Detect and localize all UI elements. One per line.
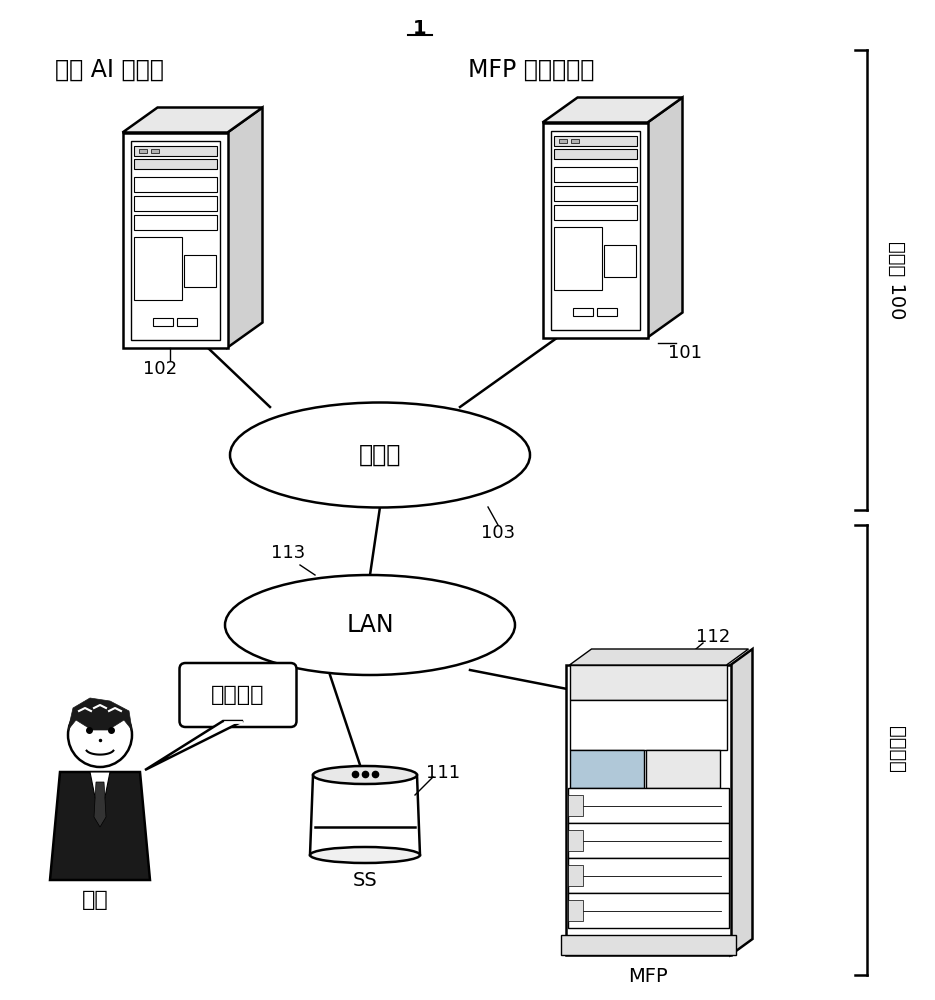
Text: 用户系统: 用户系统 <box>887 726 907 774</box>
FancyBboxPatch shape <box>551 130 640 330</box>
FancyBboxPatch shape <box>569 665 726 700</box>
FancyBboxPatch shape <box>134 158 217 168</box>
Polygon shape <box>310 775 420 855</box>
Circle shape <box>68 703 132 767</box>
FancyBboxPatch shape <box>134 215 217 230</box>
FancyBboxPatch shape <box>138 148 147 152</box>
Text: 云系统 100: 云系统 100 <box>887 241 907 319</box>
Text: MFP 控制服务器: MFP 控制服务器 <box>468 58 595 82</box>
Text: 进行复印: 进行复印 <box>211 685 265 705</box>
Ellipse shape <box>310 847 420 863</box>
Text: 113: 113 <box>271 544 305 562</box>
FancyBboxPatch shape <box>153 318 173 326</box>
FancyBboxPatch shape <box>554 186 637 200</box>
FancyBboxPatch shape <box>568 823 728 858</box>
FancyBboxPatch shape <box>131 140 220 340</box>
FancyBboxPatch shape <box>558 138 567 142</box>
FancyBboxPatch shape <box>134 236 182 300</box>
Polygon shape <box>730 649 753 955</box>
FancyBboxPatch shape <box>568 858 728 893</box>
FancyBboxPatch shape <box>560 935 736 955</box>
FancyBboxPatch shape <box>568 830 583 851</box>
FancyBboxPatch shape <box>184 255 216 287</box>
Polygon shape <box>145 721 243 770</box>
Polygon shape <box>227 107 263 348</box>
Text: 103: 103 <box>481 524 515 542</box>
Ellipse shape <box>230 402 530 508</box>
Polygon shape <box>542 122 648 338</box>
Text: 101: 101 <box>669 344 702 361</box>
Polygon shape <box>122 107 263 132</box>
FancyBboxPatch shape <box>180 663 296 727</box>
Ellipse shape <box>313 766 417 784</box>
Polygon shape <box>542 98 683 122</box>
FancyBboxPatch shape <box>568 795 583 816</box>
Text: 用户: 用户 <box>81 890 108 910</box>
FancyBboxPatch shape <box>554 166 637 182</box>
FancyBboxPatch shape <box>134 176 217 192</box>
FancyBboxPatch shape <box>554 135 637 145</box>
Text: SS: SS <box>352 870 378 890</box>
Text: 111: 111 <box>426 764 460 782</box>
Polygon shape <box>122 132 227 348</box>
FancyBboxPatch shape <box>554 148 637 158</box>
FancyBboxPatch shape <box>646 750 720 788</box>
Ellipse shape <box>225 575 515 675</box>
Text: 因特网: 因特网 <box>359 443 401 467</box>
Polygon shape <box>566 665 730 955</box>
Polygon shape <box>648 98 683 338</box>
Polygon shape <box>68 698 132 730</box>
Text: 102: 102 <box>143 360 177 378</box>
Text: LAN: LAN <box>346 613 394 637</box>
FancyBboxPatch shape <box>568 900 583 921</box>
FancyBboxPatch shape <box>573 308 593 316</box>
Polygon shape <box>94 782 106 827</box>
FancyBboxPatch shape <box>134 196 217 211</box>
Text: MFP: MFP <box>628 968 668 986</box>
Text: 1: 1 <box>413 18 426 37</box>
FancyBboxPatch shape <box>569 700 726 750</box>
FancyBboxPatch shape <box>151 148 159 152</box>
FancyBboxPatch shape <box>604 245 636 277</box>
FancyBboxPatch shape <box>569 750 644 788</box>
FancyBboxPatch shape <box>568 788 728 823</box>
FancyBboxPatch shape <box>568 865 583 886</box>
FancyBboxPatch shape <box>554 227 602 290</box>
Polygon shape <box>569 649 749 665</box>
FancyBboxPatch shape <box>570 138 579 142</box>
FancyBboxPatch shape <box>597 308 617 316</box>
Text: 语音 AI 服务器: 语音 AI 服务器 <box>55 58 164 82</box>
Polygon shape <box>90 772 110 812</box>
Polygon shape <box>50 772 150 880</box>
Text: 112: 112 <box>696 628 730 646</box>
FancyBboxPatch shape <box>134 145 217 155</box>
FancyBboxPatch shape <box>568 893 728 928</box>
FancyBboxPatch shape <box>554 205 637 220</box>
FancyBboxPatch shape <box>177 318 197 326</box>
